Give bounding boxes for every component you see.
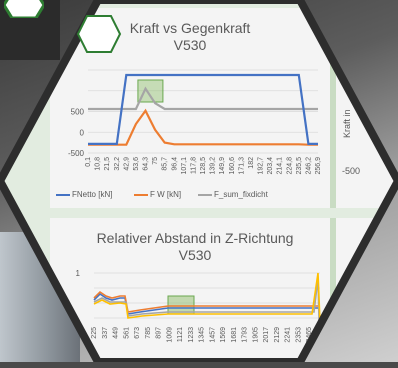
x-tick-label: 192,7	[258, 157, 265, 175]
series-line-1	[93, 290, 318, 313]
x-tick-label: 53,6	[133, 157, 140, 171]
x-tick-label: 21,5	[104, 157, 111, 171]
x-tick-label: 2241	[285, 327, 292, 343]
x-tick-label: 203,4	[267, 157, 274, 175]
legend-label-fw: F W [kN]	[150, 190, 182, 199]
x-tick-label: 337	[102, 327, 109, 339]
x-tick-label: 0,1	[85, 157, 92, 167]
x-tick-label: 1009	[166, 327, 173, 343]
x-tick-label: 897	[156, 327, 163, 339]
x-tick-label: 139,2	[210, 157, 217, 175]
x-tick-label: 10,8	[95, 157, 102, 171]
x-tick-label: 2129	[274, 327, 281, 343]
legend-label-fnetto: FNetto [kN]	[72, 190, 113, 199]
x-tick-label: 128,5	[200, 157, 207, 175]
chart2-subtitle: V530	[178, 247, 212, 263]
x-tick-label: 107,1	[181, 157, 188, 175]
legend-item-fw: F W [kN]	[134, 190, 181, 199]
series-line-1	[88, 108, 318, 146]
x-tick-label: 1457	[209, 327, 216, 343]
x-tick-label: 75	[152, 157, 159, 165]
x-tick-label: 64,3	[143, 157, 150, 171]
x-tick-label: 2465	[306, 327, 313, 343]
x-tick-label: 1345	[199, 327, 206, 343]
chart-panel-abstand[interactable]: Relativer Abstand in Z-Richtung V530 1 22…	[50, 218, 336, 362]
series-line-3	[93, 272, 321, 323]
x-tick-label: 1793	[242, 327, 249, 343]
legend-swatch-fw	[134, 193, 148, 196]
x-tick-label: 224,8	[286, 157, 293, 175]
y-tick-label: 1	[76, 269, 81, 278]
x-tick-label: 171,3	[238, 157, 245, 175]
chart-abstand-plot: 1 225 337 449 561 673 785 897 1009 1121 1233 1345 14…	[76, 269, 324, 343]
x-tick-label: 182	[248, 157, 255, 169]
x-tick-label: 42,9	[123, 157, 130, 171]
legend-label-fsum: F_sum_fixdicht	[214, 190, 268, 199]
small-hexagon-badge	[4, 0, 44, 18]
x-tick-label: 561	[123, 327, 130, 339]
chart-legend: FNetto [kN] F W [kN] F_sum_fixdicht	[56, 190, 326, 202]
series-line-2	[88, 86, 318, 111]
chart-title: Kraft vs Gegenkraft	[129, 20, 251, 36]
x-tick-label: 85,7	[162, 157, 169, 171]
x-tick-label: 449	[113, 327, 120, 339]
series-line-0	[88, 73, 318, 145]
right-chart-ytick: -500	[342, 166, 361, 176]
x-tick-label: 1569	[220, 327, 227, 343]
x-tick-label: 246,2	[305, 157, 312, 175]
x-tick-label: 256,9	[315, 157, 322, 175]
x-tick-label: 117,8	[190, 157, 197, 174]
y-tick-label: 0	[80, 128, 85, 137]
x-tick-label: 673	[134, 327, 141, 339]
legend-swatch-fnetto	[56, 193, 70, 196]
x-tick-label: 160,6	[229, 157, 236, 175]
x-tick-label: 1681	[231, 327, 238, 343]
legend-item-fnetto: FNetto [kN]	[56, 190, 112, 199]
x-tick-label: 96,4	[171, 157, 178, 171]
series-line-2	[93, 277, 320, 321]
x-tick-label: 235,5	[296, 157, 303, 175]
highlight-hexagon-icon	[76, 15, 122, 53]
x-tick-label: 1905	[252, 327, 259, 343]
legend-swatch-fsum	[198, 193, 212, 196]
x-tick-label: 32,2	[114, 157, 121, 171]
x-tick-label: 225	[91, 327, 98, 339]
x-tick-label: 2353	[295, 327, 302, 343]
x-tick-label: 1121	[177, 327, 184, 342]
x-tick-label: 1233	[188, 327, 195, 343]
x-tick-label: 149,9	[219, 157, 226, 175]
chart2-title: Relativer Abstand in Z-Richtung	[96, 230, 294, 246]
x-tick-label: 785	[145, 327, 152, 339]
highlight-box	[137, 79, 164, 103]
y-tick-label: -500	[68, 149, 85, 158]
x-tick-label: 214,1	[277, 157, 284, 175]
y-tick-label: 500	[71, 108, 85, 117]
legend-item-fsum: F_sum_fixdicht	[198, 190, 268, 199]
x-tick-label: 2017	[263, 327, 270, 343]
chart-subtitle: V530	[173, 37, 207, 53]
